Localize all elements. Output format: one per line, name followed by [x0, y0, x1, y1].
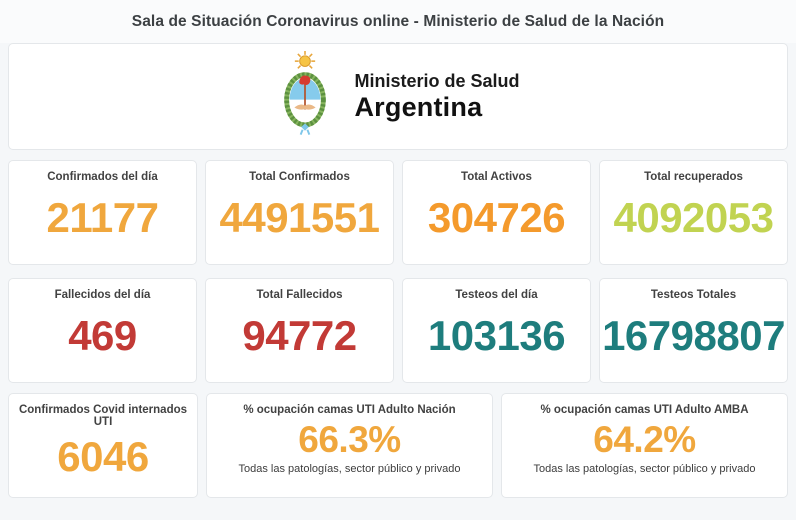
kpi-card-confirmados-uti: Confirmados Covid internados UTI 6046 — [8, 393, 198, 498]
kpi-label: Total Activos — [461, 171, 532, 183]
kpi-row-fallecidos-testeos: Fallecidos del día 469 Total Fallecidos … — [8, 278, 788, 383]
kpi-card-total-recuperados: Total recuperados 4092053 — [599, 160, 788, 265]
kpi-card-total-confirmados: Total Confirmados 4491551 — [205, 160, 394, 265]
kpi-card-ocupacion-uti-amba: % ocupación camas UTI Adulto AMBA 64.2% … — [501, 393, 788, 498]
kpi-card-fallecidos-del-dia: Fallecidos del día 469 — [8, 278, 197, 383]
kpi-label: Total Fallecidos — [256, 289, 343, 301]
argentina-coat-of-arms-logo — [276, 48, 334, 145]
kpi-value: 4092053 — [613, 193, 774, 241]
kpi-card-total-activos: Total Activos 304726 — [402, 160, 591, 265]
kpi-row-confirmados: Confirmados del día 21177 Total Confirma… — [8, 160, 788, 265]
kpi-label: Total Confirmados — [249, 171, 350, 183]
kpi-label: Testeos del día — [455, 289, 538, 301]
kpi-value: 103136 — [427, 311, 566, 359]
kpi-label: % ocupación camas UTI Adulto AMBA — [540, 404, 749, 416]
kpi-card-testeos-totales: Testeos Totales 16798807 — [599, 278, 788, 383]
title-bar: Sala de Situación Coronavirus online - M… — [0, 0, 796, 43]
kpi-value: 304726 — [427, 193, 566, 241]
page-title: Sala de Situación Coronavirus online - M… — [131, 12, 665, 30]
ministry-brand: Ministerio de Salud Argentina — [354, 70, 519, 124]
kpi-label: Testeos Totales — [650, 289, 737, 301]
kpi-value: 66.3% — [298, 418, 401, 460]
kpi-value: 4491551 — [219, 193, 380, 241]
country-name: Argentina — [354, 92, 483, 123]
ministry-header-card: Ministerio de Salud Argentina — [8, 43, 788, 150]
kpi-value: 16798807 — [602, 311, 785, 359]
kpi-label: Confirmados del día — [47, 171, 158, 183]
kpi-value: 64.2% — [593, 418, 696, 460]
kpi-value: 6046 — [57, 432, 149, 480]
kpi-label: Fallecidos del día — [54, 289, 151, 301]
kpi-value: 94772 — [242, 311, 357, 359]
kpi-label: Confirmados Covid internados UTI — [18, 404, 188, 428]
kpi-card-total-fallecidos: Total Fallecidos 94772 — [205, 278, 394, 383]
kpi-value: 21177 — [46, 193, 159, 241]
kpi-row-uti: Confirmados Covid internados UTI 6046 % … — [8, 393, 788, 498]
kpi-subtitle: Todas las patologías, sector público y p… — [533, 462, 756, 475]
kpi-value: 469 — [68, 311, 137, 359]
kpi-label: Total recuperados — [644, 171, 743, 183]
kpi-card-confirmados-del-dia: Confirmados del día 21177 — [8, 160, 197, 265]
kpi-card-testeos-del-dia: Testeos del día 103136 — [402, 278, 591, 383]
kpi-subtitle: Todas las patologías, sector público y p… — [238, 462, 461, 475]
kpi-label: % ocupación camas UTI Adulto Nación — [243, 404, 456, 416]
kpi-card-ocupacion-uti-nacion: % ocupación camas UTI Adulto Nación 66.3… — [206, 393, 493, 498]
ministry-name: Ministerio de Salud — [354, 70, 520, 91]
